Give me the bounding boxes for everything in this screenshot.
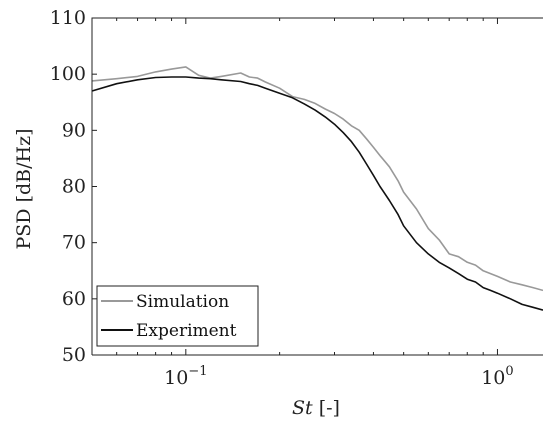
legend-label-simulation: Simulation: [136, 292, 229, 312]
x-tick-label-0.1: 10−1: [164, 364, 207, 389]
y-tick-label-50: 50: [62, 344, 86, 366]
series-line-experiment: [91, 76, 543, 311]
legend-label-experiment: Experiment: [136, 321, 237, 341]
y-tick-label-70: 70: [62, 232, 86, 254]
x-tick-label-1: 100: [481, 364, 513, 389]
y-tick-label-110: 110: [50, 7, 86, 29]
x-axis-label-italic: St: [292, 397, 313, 419]
y-tick-label-90: 90: [62, 119, 86, 141]
legend: Simulation Experiment: [96, 285, 259, 347]
y-tick-label-100: 100: [50, 63, 86, 85]
series-line-simulation: [91, 66, 543, 292]
y-tick-label-60: 60: [62, 288, 86, 310]
y-axis-label: PSD [dB/Hz]: [13, 128, 35, 249]
tick-labels: 50 60 70 80 90 100 110 10−1 100: [50, 7, 514, 389]
x-axis-label: St [-]: [292, 397, 340, 419]
x-axis-label-unit: [-]: [313, 397, 340, 419]
y-tick-label-80: 80: [62, 176, 86, 198]
series-layer: [91, 66, 543, 311]
legend-box: [96, 285, 259, 347]
axes-layer: [91, 17, 543, 356]
